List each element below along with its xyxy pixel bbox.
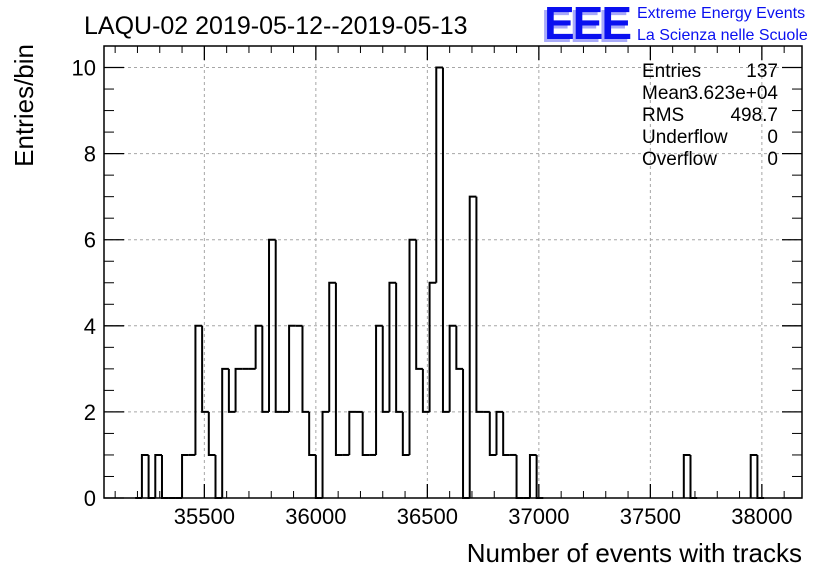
logo-line-1: Extreme Energy Events <box>637 5 805 22</box>
stats-value: 3.623e+04 <box>688 83 779 104</box>
histogram-bin <box>475 196 484 413</box>
stats-label: RMS <box>642 105 684 126</box>
y-tick-label: 8 <box>84 142 96 167</box>
histogram-bin <box>448 324 457 412</box>
stats-value: 0 <box>767 149 778 170</box>
histogram-bin <box>234 367 243 412</box>
histogram-bin <box>361 411 370 456</box>
y-tick-label: 2 <box>84 400 96 425</box>
histogram-bin <box>328 281 336 412</box>
histogram-bin <box>435 66 443 283</box>
histogram-bin <box>214 454 223 499</box>
y-tick-label: 4 <box>84 314 96 339</box>
histogram-bin <box>468 195 477 498</box>
histogram-bin <box>274 239 283 413</box>
histogram-bin <box>502 411 510 456</box>
plot-frame <box>103 45 803 499</box>
stats-value: 498.7 <box>730 105 778 126</box>
histogram-bin <box>181 453 189 498</box>
histogram-bin <box>388 281 397 412</box>
histogram-bin <box>462 368 470 499</box>
histogram-bin <box>689 454 698 499</box>
stats-value: 137 <box>746 61 778 82</box>
histogram-bin <box>221 367 229 498</box>
histogram-bin <box>308 411 316 456</box>
histogram-bin <box>535 454 544 499</box>
x-tick-label: 38000 <box>731 504 792 529</box>
stats-label: Underflow <box>642 127 728 148</box>
histogram-bin <box>421 368 430 413</box>
stats-value: 0 <box>767 127 778 148</box>
y-tick-label: 0 <box>84 486 96 511</box>
histogram-bin <box>682 453 691 498</box>
histogram-bin <box>348 410 356 455</box>
histogram-bin <box>375 324 383 455</box>
y-tick-label: 6 <box>84 228 96 253</box>
logo-mark: EEE <box>541 0 627 52</box>
histogram-bin <box>488 411 497 456</box>
histogram-bin <box>441 67 450 413</box>
histogram-bin <box>408 238 417 455</box>
histogram-bin <box>207 411 216 456</box>
histogram-bin <box>415 239 423 370</box>
y-axis-label: Entries/bin <box>9 44 39 167</box>
histogram-bin <box>528 453 537 498</box>
histogram-bin <box>140 453 149 498</box>
histogram-bin <box>201 325 209 413</box>
x-axis-tick-labels: 35500 36000 36500 37000 37500 38000 <box>174 504 793 529</box>
x-tick-label: 37000 <box>508 504 569 529</box>
histogram-bin <box>288 324 296 412</box>
x-tick-label: 37500 <box>620 504 681 529</box>
histogram-bin <box>268 238 276 412</box>
histogram-bin <box>314 454 323 499</box>
histogram-bin <box>194 324 203 455</box>
y-axis-tick-labels: 0 2 4 6 8 10 <box>72 56 96 511</box>
histogram-bin <box>147 454 156 499</box>
histogram-bin <box>261 325 270 413</box>
histogram-bin <box>154 453 162 498</box>
histogram-bin <box>495 410 504 455</box>
logo-mark: EEE <box>544 0 630 49</box>
histogram-bin <box>756 454 765 499</box>
histogram-bin <box>227 368 236 413</box>
histogram-bin <box>455 325 464 370</box>
histogram-bin <box>301 325 310 413</box>
eee-logo: EEE EEE Extreme Energy Events La Scienza… <box>541 0 808 52</box>
histogram-bin <box>428 281 437 412</box>
stats-label: Entries <box>642 61 701 82</box>
histogram-bin <box>381 325 390 413</box>
histogram-bin <box>749 453 758 498</box>
histogram-bin <box>395 282 403 413</box>
histogram-bin <box>334 282 343 456</box>
histogram-bin <box>160 454 169 499</box>
histogram-bin <box>321 410 330 498</box>
x-tick-label: 36000 <box>285 504 346 529</box>
y-tick-label: 10 <box>72 56 96 81</box>
logo-line-2: La Scienza nelle Scuole <box>637 27 808 44</box>
chart-title: LAQU-02 2019-05-12--2019-05-13 <box>84 12 468 40</box>
x-tick-label: 35500 <box>174 504 235 529</box>
stats-label: Overflow <box>642 149 717 170</box>
stats-label: Mean <box>642 83 690 104</box>
x-axis-label: Number of events with tracks <box>467 538 802 568</box>
axis-ticks <box>104 45 802 499</box>
histogram-bin <box>254 324 263 369</box>
histogram-bin <box>401 411 410 456</box>
histogram-bin <box>515 454 524 499</box>
x-tick-label: 36500 <box>397 504 458 529</box>
